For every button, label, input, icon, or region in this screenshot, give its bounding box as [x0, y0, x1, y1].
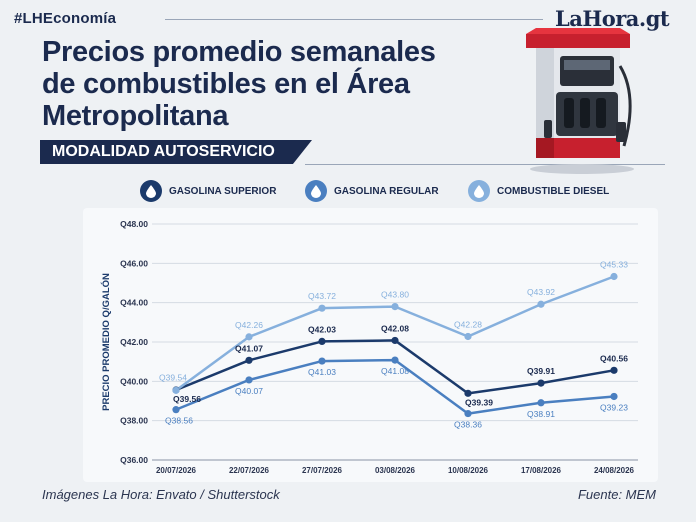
data-label: Q43.72	[308, 291, 336, 301]
title-line: Metropolitana	[42, 100, 229, 132]
data-label: Q45.33	[600, 260, 628, 270]
data-point	[318, 337, 326, 346]
y-tick-label: Q42.00	[120, 337, 148, 347]
data-label: Q39.23	[600, 402, 628, 412]
data-label: Q43.92	[527, 287, 555, 297]
y-axis-label: PRECIO PROMEDIO Q/GALÓN	[100, 273, 112, 411]
x-tick-label: 03/08/2026	[375, 466, 416, 475]
data-label: Q43.80	[381, 290, 409, 300]
legend-label: GASOLINA SUPERIOR	[169, 185, 277, 197]
y-tick-label: Q38.00	[120, 416, 148, 426]
data-point	[318, 304, 326, 312]
legend-gasolina-superior: GASOLINA SUPERIOR	[140, 180, 276, 202]
data-label: Q40.56	[600, 353, 628, 363]
data-point	[245, 333, 253, 341]
banner-divider	[305, 164, 665, 165]
x-tick-label: 17/08/2026	[521, 466, 562, 475]
data-point	[318, 357, 326, 365]
data-label: Q41.07	[235, 343, 263, 353]
data-label: Q42.08	[381, 323, 409, 333]
data-label: Q41.03	[308, 367, 336, 377]
header-divider	[165, 19, 543, 20]
fuel-pump-illustration	[526, 28, 634, 174]
data-point	[537, 399, 545, 407]
fuel-drop-icon	[468, 180, 490, 202]
data-label: Q39.91	[527, 366, 555, 376]
y-tick-label: Q40.00	[120, 376, 148, 386]
x-tick-label: 22/07/2026	[229, 466, 270, 475]
mode-banner: MODALIDAD AUTOSERVICIO	[40, 140, 312, 164]
data-label: Q39.54	[159, 372, 187, 382]
chart-panel	[83, 208, 658, 482]
data-point	[464, 389, 472, 397]
legend-label: COMBUSTIBLE DIESEL	[497, 185, 610, 197]
y-tick-label: Q36.00	[120, 455, 148, 465]
data-point	[464, 409, 472, 418]
legend-combustible-diesel: COMBUSTIBLE DIESEL	[468, 180, 609, 202]
data-point	[172, 406, 180, 414]
legend-label: GASOLINA REGULAR	[334, 185, 439, 197]
title-line: Precios promedio semanales	[42, 36, 436, 68]
data-point	[391, 336, 399, 345]
legend-gasolina-regular: GASOLINA REGULAR	[305, 180, 439, 202]
x-tick-label: 20/07/2026	[156, 466, 197, 475]
page-title: Precios promedio semanales de combustibl…	[42, 36, 482, 132]
data-point	[245, 356, 253, 364]
data-label: Q39.56	[173, 394, 201, 404]
data-point	[610, 272, 618, 281]
data-point	[464, 332, 472, 341]
data-source: Fuente: MEM	[577, 487, 656, 502]
data-label: Q40.07	[235, 386, 263, 396]
image-credit: Imágenes La Hora: Envato / Shutterstock	[42, 487, 280, 502]
x-tick-label: 27/07/2026	[302, 466, 343, 475]
x-tick-label: 10/08/2026	[448, 466, 489, 475]
data-label: Q39.39	[465, 397, 493, 407]
data-point	[391, 303, 399, 311]
data-label: Q42.26	[235, 320, 263, 330]
data-label: Q38.56	[165, 416, 193, 426]
data-point	[391, 356, 399, 364]
data-point	[610, 366, 618, 374]
data-point	[537, 379, 545, 387]
data-label: Q41.08	[381, 366, 409, 376]
data-label: Q38.91	[527, 409, 555, 419]
y-tick-label: Q44.00	[120, 298, 148, 308]
data-label: Q42.03	[308, 324, 336, 334]
fuel-drop-icon	[305, 180, 327, 202]
fuel-drop-icon	[140, 180, 162, 202]
data-label: Q42.28	[454, 319, 482, 329]
y-tick-label: Q48.00	[120, 219, 148, 229]
data-point	[537, 300, 545, 308]
x-tick-label: 24/08/2026	[594, 466, 635, 475]
brand-logo[interactable]: LaHora.gt	[555, 6, 670, 31]
data-point	[245, 376, 253, 384]
y-tick-label: Q46.00	[120, 258, 148, 268]
title-line: de combustibles en el Área	[42, 68, 410, 100]
data-label: Q38.36	[454, 420, 482, 430]
hashtag-label: #LHEconomía	[14, 10, 117, 27]
data-point	[610, 392, 618, 401]
data-point	[172, 386, 180, 394]
